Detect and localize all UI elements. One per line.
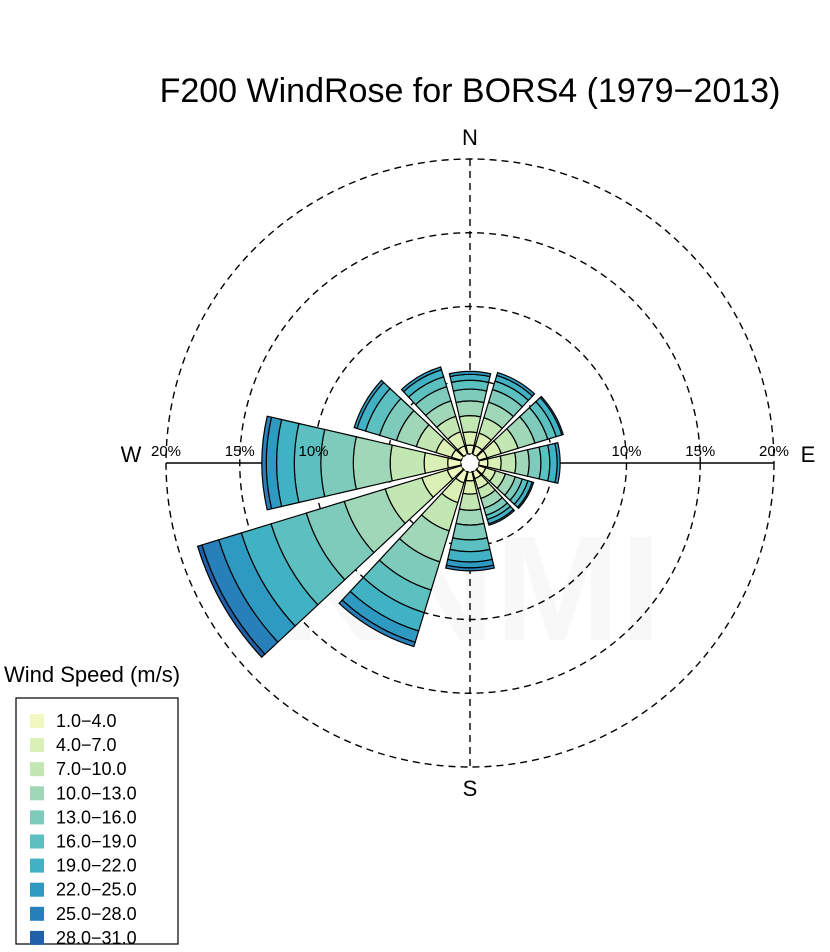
legend-label-1: 4.0−7.0 — [56, 735, 117, 755]
sector-180-bin-4 — [451, 522, 489, 541]
ring-label-20-west: 20% — [151, 443, 181, 460]
legend-items: 1.0−4.0 4.0−7.0 7.0−10.0 10.0−13.0 13.0−16.0… — [30, 711, 137, 948]
sector-0-bin-1 — [462, 431, 478, 447]
sector-210-bin-8 — [338, 599, 416, 648]
sector-330-bin-7 — [400, 366, 443, 393]
ring-labels: 10% 10% 15% 15% 20% 20% — [151, 443, 789, 460]
grid-ring-2 — [239, 232, 701, 694]
legend-label-2: 7.0−10.0 — [56, 759, 127, 779]
sector-60 — [475, 395, 564, 462]
ring-label-10-east: 10% — [611, 443, 641, 460]
legend-swatch-7 — [30, 882, 44, 897]
sector-300-bin-7 — [353, 379, 385, 430]
legend-label-8: 25.0−28.0 — [56, 904, 137, 924]
legend-swatch-8 — [30, 906, 44, 921]
legend-title: Wind Speed (m/s) — [4, 662, 180, 687]
legend-label-3: 10.0−13.0 — [56, 783, 137, 803]
sector-150-bin-7 — [487, 508, 516, 526]
sector-90-bin-1 — [486, 455, 502, 471]
sector-180-bin-6 — [447, 548, 493, 563]
sector-90-bin-2 — [499, 451, 517, 475]
legend-label-9: 28.0−31.0 — [56, 928, 137, 948]
legend-swatch-4 — [30, 810, 44, 825]
sector-90-bin-7 — [554, 442, 561, 484]
legend-label-6: 19.0−22.0 — [56, 856, 137, 876]
grid-ring-3 — [165, 158, 775, 768]
ring-label-15-east: 15% — [685, 443, 715, 460]
legend-label-7: 22.0−25.0 — [56, 880, 137, 900]
sector-270-bin-5 — [293, 422, 326, 504]
compass-label-east: E — [801, 442, 816, 467]
ring-label-10-west: 10% — [298, 443, 328, 460]
sector-90-bin-3 — [513, 448, 530, 478]
sector-0 — [448, 370, 492, 455]
legend-label-0: 1.0−4.0 — [56, 711, 117, 731]
compass-label-south: S — [463, 776, 478, 801]
sector-0-bin-4 — [452, 388, 488, 404]
sector-0-bin-2 — [458, 415, 482, 434]
legend-swatch-5 — [30, 834, 44, 849]
sector-270-bin-2 — [389, 444, 427, 482]
legend-swatch-6 — [30, 858, 44, 873]
legend-swatch-3 — [30, 786, 44, 801]
sector-300 — [353, 379, 465, 462]
grid-ring-1 — [312, 305, 628, 621]
sector-180-bin-5 — [449, 537, 491, 553]
sector-210 — [338, 468, 469, 648]
sector-30-bin-7 — [496, 371, 536, 397]
legend-swatch-2 — [30, 762, 44, 777]
sector-0-bin-3 — [455, 400, 485, 418]
sector-270-bin-4 — [320, 428, 358, 498]
compass-label-north: N — [462, 125, 478, 150]
sector-60-bin-7 — [539, 395, 564, 436]
sector-150 — [471, 468, 516, 526]
chart-title: F200 WindRose for BORS4 (1979−2013) — [160, 72, 781, 110]
legend-swatch-1 — [30, 738, 44, 753]
sector-30 — [471, 371, 536, 458]
sector-270-bin-3 — [352, 436, 393, 490]
sector-120 — [475, 464, 535, 510]
ring-label-15-west: 15% — [225, 443, 255, 460]
sector-180-bin-8 — [445, 564, 495, 572]
compass-label-west: W — [121, 442, 142, 467]
legend-swatch-9 — [30, 930, 44, 945]
sector-180-bin-1 — [462, 479, 478, 495]
legend-label-5: 16.0−19.0 — [56, 832, 137, 852]
sector-bars — [196, 366, 564, 659]
sector-240-bin-9 — [196, 544, 266, 659]
sector-120-bin-7 — [516, 481, 535, 510]
sector-90-bin-5 — [538, 444, 551, 482]
sector-240 — [196, 464, 465, 659]
sector-90 — [478, 442, 561, 484]
sector-0-bin-7 — [448, 370, 492, 378]
sector-180 — [445, 471, 495, 572]
sector-270 — [261, 415, 462, 511]
legend-label-4: 13.0−16.0 — [56, 807, 137, 827]
sector-180-bin-2 — [458, 492, 482, 511]
sector-330 — [400, 366, 469, 458]
sector-180-bin-3 — [455, 508, 485, 526]
center-hub — [460, 453, 480, 473]
ring-label-20-east: 20% — [759, 443, 789, 460]
sector-90-bin-4 — [526, 446, 542, 480]
legend-swatch-0 — [30, 714, 44, 728]
sector-270-bin-8 — [261, 415, 273, 511]
